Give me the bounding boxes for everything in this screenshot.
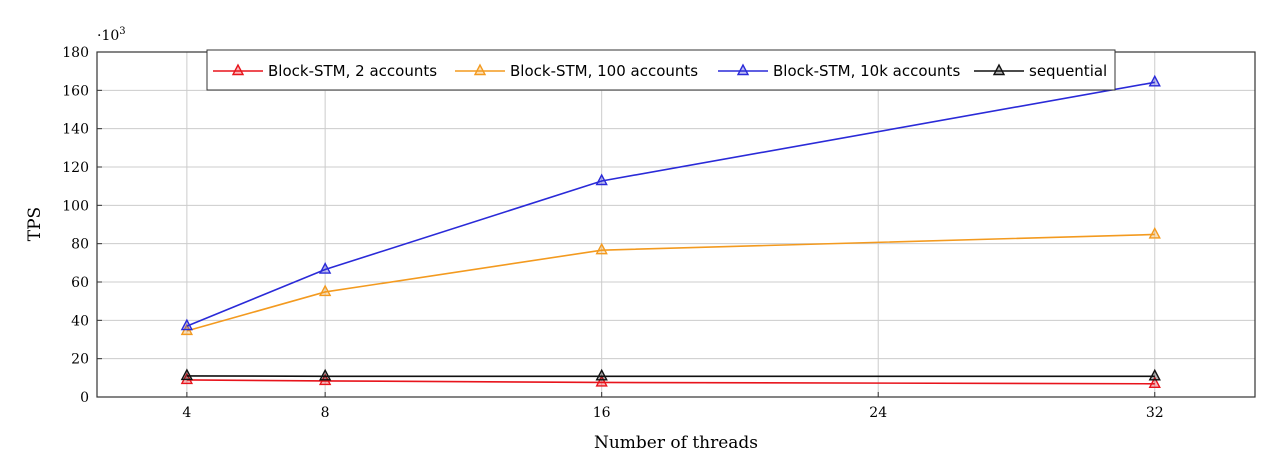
y-tick-label: 160 [62,83,89,99]
series-line-2 [187,82,1155,326]
y-tick-label: 180 [62,45,89,61]
series-line-0 [187,380,1155,384]
y-tick-label: 100 [62,198,89,214]
y-tick-label: 60 [71,275,89,291]
data-point-marker [597,370,607,380]
y-tick-label: 80 [71,237,89,253]
x-tick-label: 8 [321,405,330,421]
y-tick-label: 140 [62,122,89,138]
y-tick-label: 0 [80,390,89,406]
legend-label: Block-STM, 100 accounts [510,62,698,80]
data-point-marker [182,370,192,380]
series-line-1 [187,234,1155,330]
data-point-marker [1150,370,1160,380]
data-point-marker [1150,228,1160,238]
data-point-marker [1150,76,1160,86]
y-tick-label: 120 [62,160,89,176]
legend-label: Block-STM, 10k accounts [773,62,960,80]
x-tick-label: 16 [593,405,611,421]
y-multiplier: ·103 [97,26,126,44]
plot-frame [97,52,1255,397]
x-axis-label: Number of threads [594,433,758,453]
x-tick-label: 4 [182,405,191,421]
data-point-marker [320,370,330,380]
y-axis-label: TPS [25,207,45,241]
legend-label: sequential [1029,62,1107,80]
x-tick-label: 24 [869,405,887,421]
legend: Block-STM, 2 accounts Block-STM, 100 acco… [207,50,1115,90]
legend-label: Block-STM, 2 accounts [268,62,437,80]
y-tick-label: 20 [71,352,89,368]
data-point-marker [597,244,607,254]
x-tick-label: 32 [1146,405,1164,421]
y-tick-label: 40 [71,313,89,329]
